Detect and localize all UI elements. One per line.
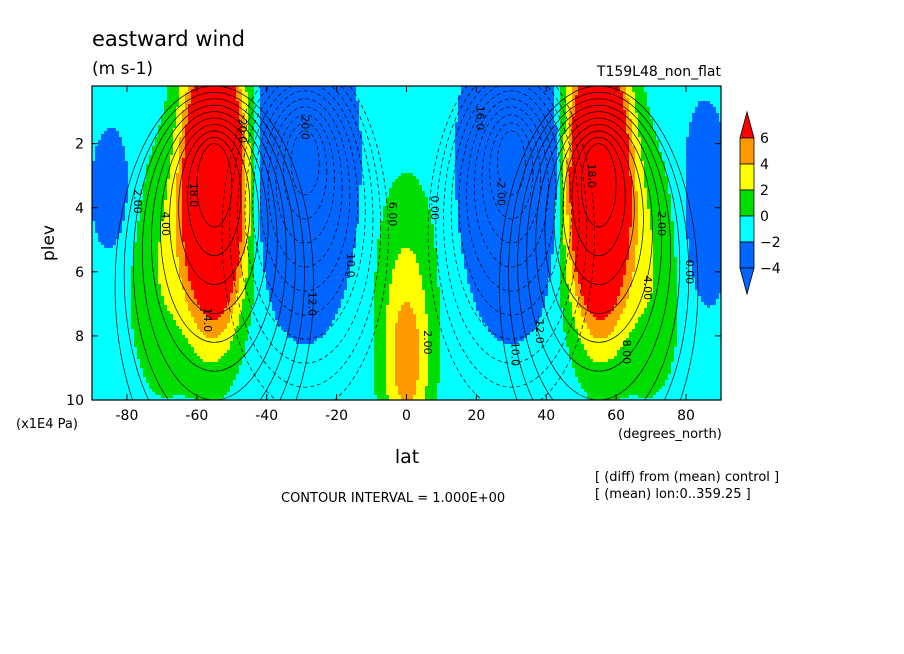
colorbar-swatch <box>740 190 754 216</box>
x-tick-label: -40 <box>255 408 278 424</box>
contour-label: 8.00 <box>620 340 633 365</box>
colorbar-swatch <box>740 216 754 242</box>
colorbar-label: −2 <box>760 235 781 251</box>
x-unit-label: (degrees_north) <box>618 427 722 442</box>
chart-title: eastward wind <box>92 27 245 51</box>
contour-label: 2.00 <box>421 330 434 355</box>
colorbar-label: 2 <box>760 183 769 199</box>
contour-label: 20.0 <box>236 119 249 144</box>
contour-label: 10.0 <box>344 253 357 278</box>
note-diff: [ (diff) from (mean) control ] <box>595 470 779 485</box>
chart-units: (m s-1) <box>92 59 153 79</box>
y-tick-label: 4 <box>75 201 84 217</box>
contour-label: -10.0 <box>508 338 521 366</box>
contour-interval: CONTOUR INTERVAL = 1.000E+00 <box>281 491 505 506</box>
note-mean: [ (mean) lon:0..359.25 ] <box>595 487 751 502</box>
x-tick-label: 60 <box>607 408 625 424</box>
y-tick-label: 2 <box>75 137 84 153</box>
contour-label: 0.00 <box>683 260 696 285</box>
contour-label: 4.00 <box>641 276 654 301</box>
contour-label: 16.0 <box>473 106 486 131</box>
x-tick-label: 0 <box>402 408 411 424</box>
contour-label: -12.0 <box>533 315 546 343</box>
y-tick-label: 8 <box>75 329 84 345</box>
x-tick-label: -60 <box>185 408 208 424</box>
contour-label: 12.0 <box>306 292 319 317</box>
contour-label: 6.00 <box>386 202 399 227</box>
contour-label: 2.00 <box>655 212 668 237</box>
x-tick-label: -80 <box>116 408 139 424</box>
colorbar-arrow-bottom <box>740 268 754 294</box>
colorbar-arrow-top <box>740 112 754 138</box>
contour-label: 20.0 <box>299 115 312 140</box>
x-tick-label: -20 <box>325 408 348 424</box>
y-tick-label: 10 <box>66 393 84 409</box>
y-tick-label: 6 <box>75 265 84 281</box>
x-tick-label: 80 <box>677 408 695 424</box>
colorbar-swatch <box>740 242 754 268</box>
contour-label: 0.00 <box>428 196 441 221</box>
colorbar-label: 6 <box>760 131 769 147</box>
colorbar-swatch <box>740 138 754 164</box>
y-axis-title: plev <box>39 225 59 261</box>
colorbar-label: −4 <box>760 261 781 277</box>
x-tick-label: 20 <box>467 408 485 424</box>
contour-label: 4.00 <box>159 212 172 237</box>
colorbar-label: 0 <box>760 209 769 225</box>
contour-label: 2.00 <box>131 189 144 214</box>
x-tick-label: 40 <box>537 408 555 424</box>
colorbar-label: 4 <box>760 157 769 173</box>
colorbar-swatch <box>740 164 754 190</box>
x-axis-title: lat <box>395 446 419 468</box>
contour-label: 14.0 <box>201 308 214 333</box>
colorbar-legend: 6 4 2 0 −2 −4 <box>740 112 781 294</box>
contour-label: -2.00 <box>494 178 507 206</box>
contour-label: 18.0 <box>187 183 200 208</box>
contour-label: 18.0 <box>585 163 598 188</box>
y-unit-label: (x1E4 Pa) <box>16 417 78 432</box>
run-label: T159L48_non_flat <box>596 64 722 80</box>
